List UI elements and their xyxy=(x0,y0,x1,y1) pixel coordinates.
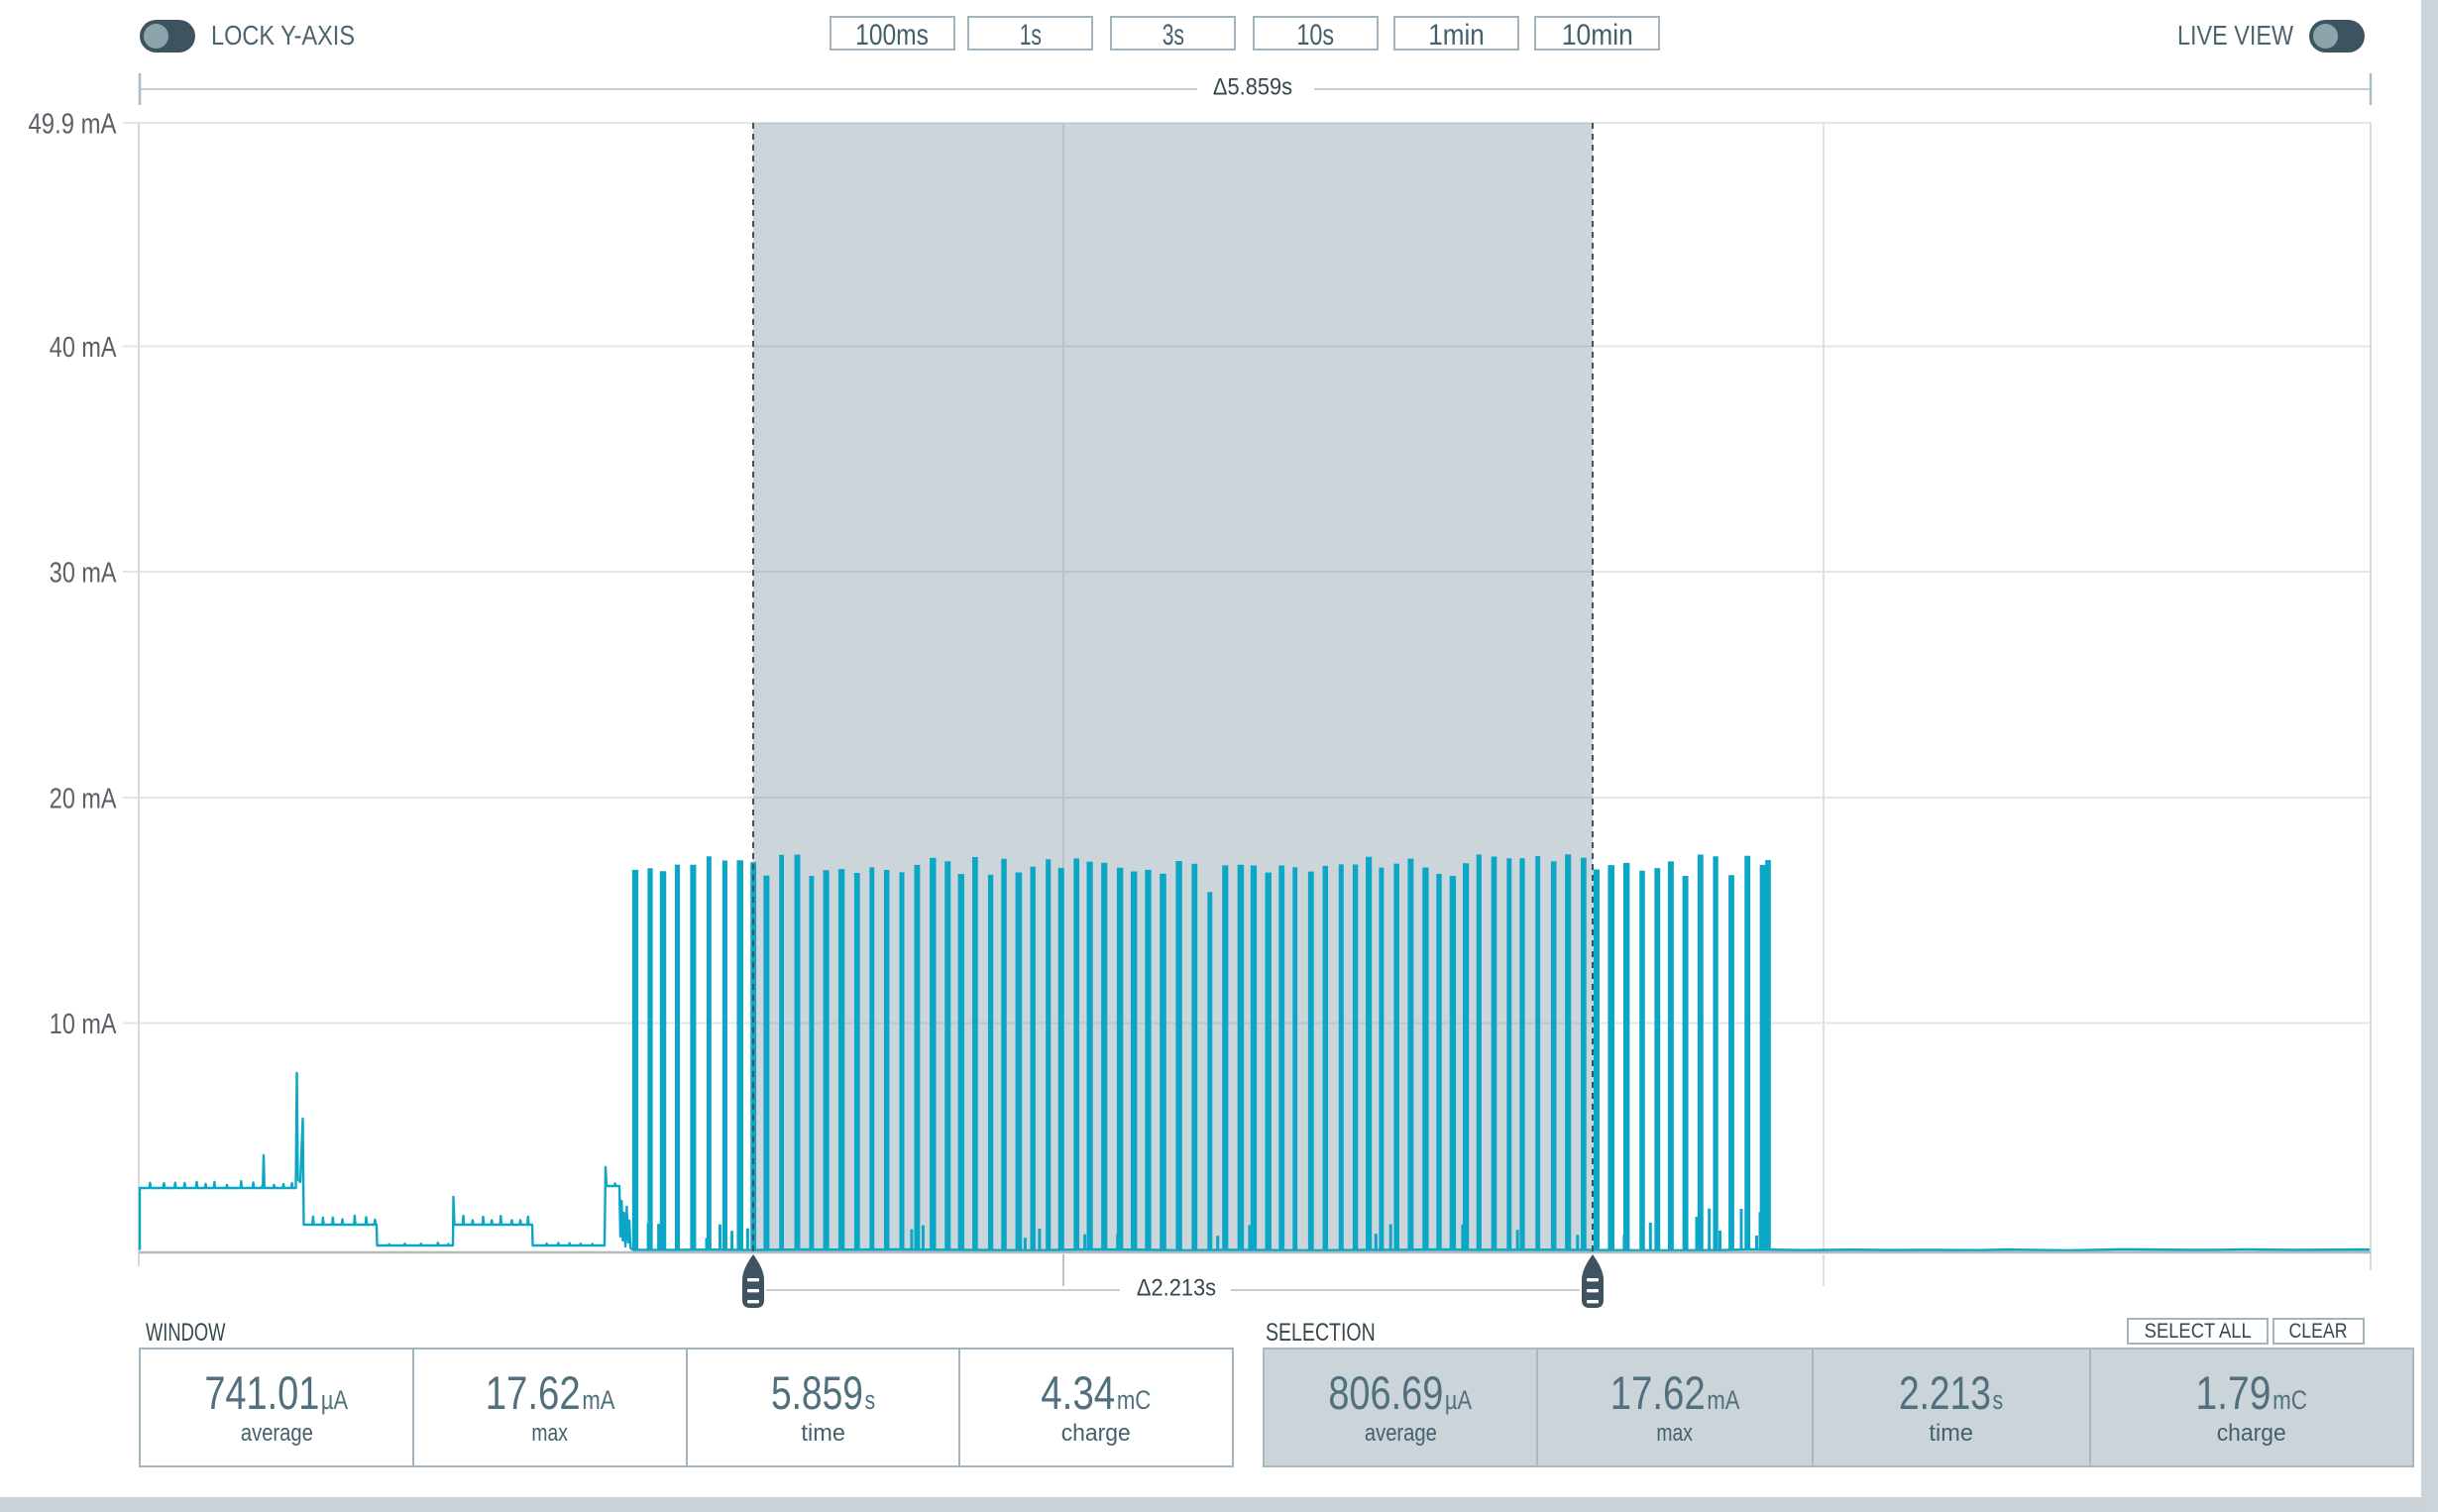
svg-text:30 mA: 30 mA xyxy=(50,556,117,589)
svg-text:Δ5.859s: Δ5.859s xyxy=(1213,73,1292,100)
svg-text:49.9 mA: 49.9 mA xyxy=(29,107,117,140)
svg-text:Δ2.213s: Δ2.213s xyxy=(1137,1274,1216,1301)
svg-text:40 mA: 40 mA xyxy=(50,331,117,364)
svg-text:20 mA: 20 mA xyxy=(50,782,117,814)
svg-text:10 mA: 10 mA xyxy=(50,1008,117,1040)
